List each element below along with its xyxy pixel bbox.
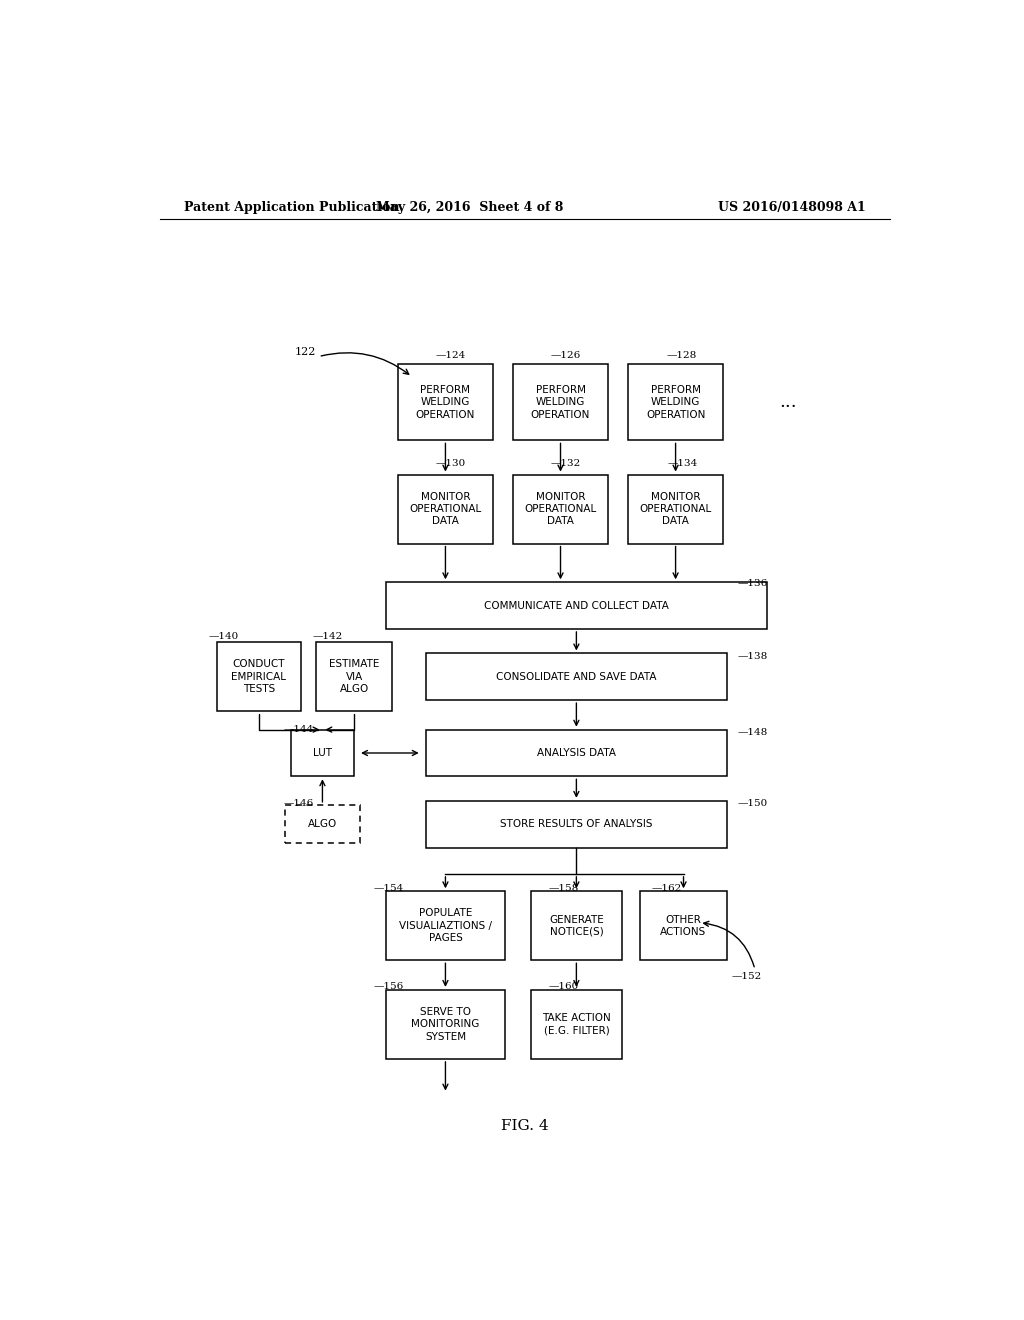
Text: Patent Application Publication: Patent Application Publication bbox=[183, 201, 399, 214]
Text: GENERATE
NOTICE(S): GENERATE NOTICE(S) bbox=[549, 915, 604, 937]
Text: —160: —160 bbox=[549, 982, 579, 991]
Bar bbox=[386, 990, 505, 1059]
Bar bbox=[386, 582, 767, 630]
Text: CONDUCT
EMPIRICAL
TESTS: CONDUCT EMPIRICAL TESTS bbox=[231, 660, 287, 694]
Text: MONITOR
OPERATIONAL
DATA: MONITOR OPERATIONAL DATA bbox=[639, 491, 712, 527]
Text: —136: —136 bbox=[737, 578, 768, 587]
Bar bbox=[291, 730, 354, 776]
Bar bbox=[285, 805, 360, 843]
Text: MONITOR
OPERATIONAL
DATA: MONITOR OPERATIONAL DATA bbox=[410, 491, 481, 527]
Text: OTHER
ACTIONS: OTHER ACTIONS bbox=[660, 915, 707, 937]
Bar bbox=[426, 653, 727, 700]
Text: —138: —138 bbox=[737, 652, 768, 661]
Bar bbox=[530, 990, 622, 1059]
Bar bbox=[217, 643, 301, 711]
Text: MONITOR
OPERATIONAL
DATA: MONITOR OPERATIONAL DATA bbox=[524, 491, 597, 527]
Text: 122: 122 bbox=[295, 347, 316, 356]
Text: —152: —152 bbox=[731, 972, 762, 981]
Text: —154: —154 bbox=[374, 883, 404, 892]
Bar bbox=[640, 891, 727, 961]
Text: FIG. 4: FIG. 4 bbox=[501, 1119, 549, 1133]
Text: PERFORM
WELDING
OPERATION: PERFORM WELDING OPERATION bbox=[646, 385, 706, 420]
Text: —148: —148 bbox=[737, 729, 768, 737]
Text: —124: —124 bbox=[436, 351, 466, 360]
Bar bbox=[397, 364, 494, 441]
Bar bbox=[397, 474, 494, 544]
Text: —128: —128 bbox=[666, 351, 696, 360]
Text: PERFORM
WELDING
OPERATION: PERFORM WELDING OPERATION bbox=[416, 385, 475, 420]
Text: ANALYSIS DATA: ANALYSIS DATA bbox=[537, 748, 615, 758]
Text: —132: —132 bbox=[551, 459, 582, 467]
Text: —150: —150 bbox=[737, 800, 768, 808]
Text: COMMUNICATE AND COLLECT DATA: COMMUNICATE AND COLLECT DATA bbox=[484, 601, 669, 611]
Text: —130: —130 bbox=[436, 459, 466, 467]
Text: —126: —126 bbox=[551, 351, 582, 360]
Text: PERFORM
WELDING
OPERATION: PERFORM WELDING OPERATION bbox=[530, 385, 590, 420]
Bar bbox=[426, 801, 727, 847]
Text: LUT: LUT bbox=[313, 748, 332, 758]
Bar bbox=[386, 891, 505, 961]
Text: —156: —156 bbox=[374, 982, 404, 991]
Bar bbox=[628, 474, 723, 544]
Text: May 26, 2016  Sheet 4 of 8: May 26, 2016 Sheet 4 of 8 bbox=[376, 201, 563, 214]
Text: ESTIMATE
VIA
ALGO: ESTIMATE VIA ALGO bbox=[329, 660, 379, 694]
Text: POPULATE
VISUALIAZTIONS /
PAGES: POPULATE VISUALIAZTIONS / PAGES bbox=[399, 908, 492, 944]
Text: —140: —140 bbox=[209, 631, 240, 640]
Bar bbox=[316, 643, 392, 711]
Text: —142: —142 bbox=[312, 631, 342, 640]
Bar bbox=[628, 364, 723, 441]
Bar bbox=[530, 891, 622, 961]
Text: SERVE TO
MONITORING
SYSTEM: SERVE TO MONITORING SYSTEM bbox=[412, 1007, 479, 1041]
Text: ...: ... bbox=[778, 393, 797, 412]
Text: TAKE ACTION
(E.G. FILTER): TAKE ACTION (E.G. FILTER) bbox=[542, 1014, 610, 1036]
Text: —162: —162 bbox=[652, 883, 682, 892]
Bar bbox=[426, 730, 727, 776]
Text: STORE RESULTS OF ANALYSIS: STORE RESULTS OF ANALYSIS bbox=[500, 820, 652, 829]
Text: US 2016/0148098 A1: US 2016/0148098 A1 bbox=[718, 201, 866, 214]
Bar bbox=[513, 474, 608, 544]
Text: ALGO: ALGO bbox=[308, 820, 337, 829]
Text: —144: —144 bbox=[284, 725, 313, 734]
Text: —134: —134 bbox=[668, 459, 698, 467]
Text: CONSOLIDATE AND SAVE DATA: CONSOLIDATE AND SAVE DATA bbox=[497, 672, 656, 681]
Text: —146: —146 bbox=[284, 800, 313, 808]
Text: —158: —158 bbox=[549, 883, 579, 892]
Bar bbox=[513, 364, 608, 441]
